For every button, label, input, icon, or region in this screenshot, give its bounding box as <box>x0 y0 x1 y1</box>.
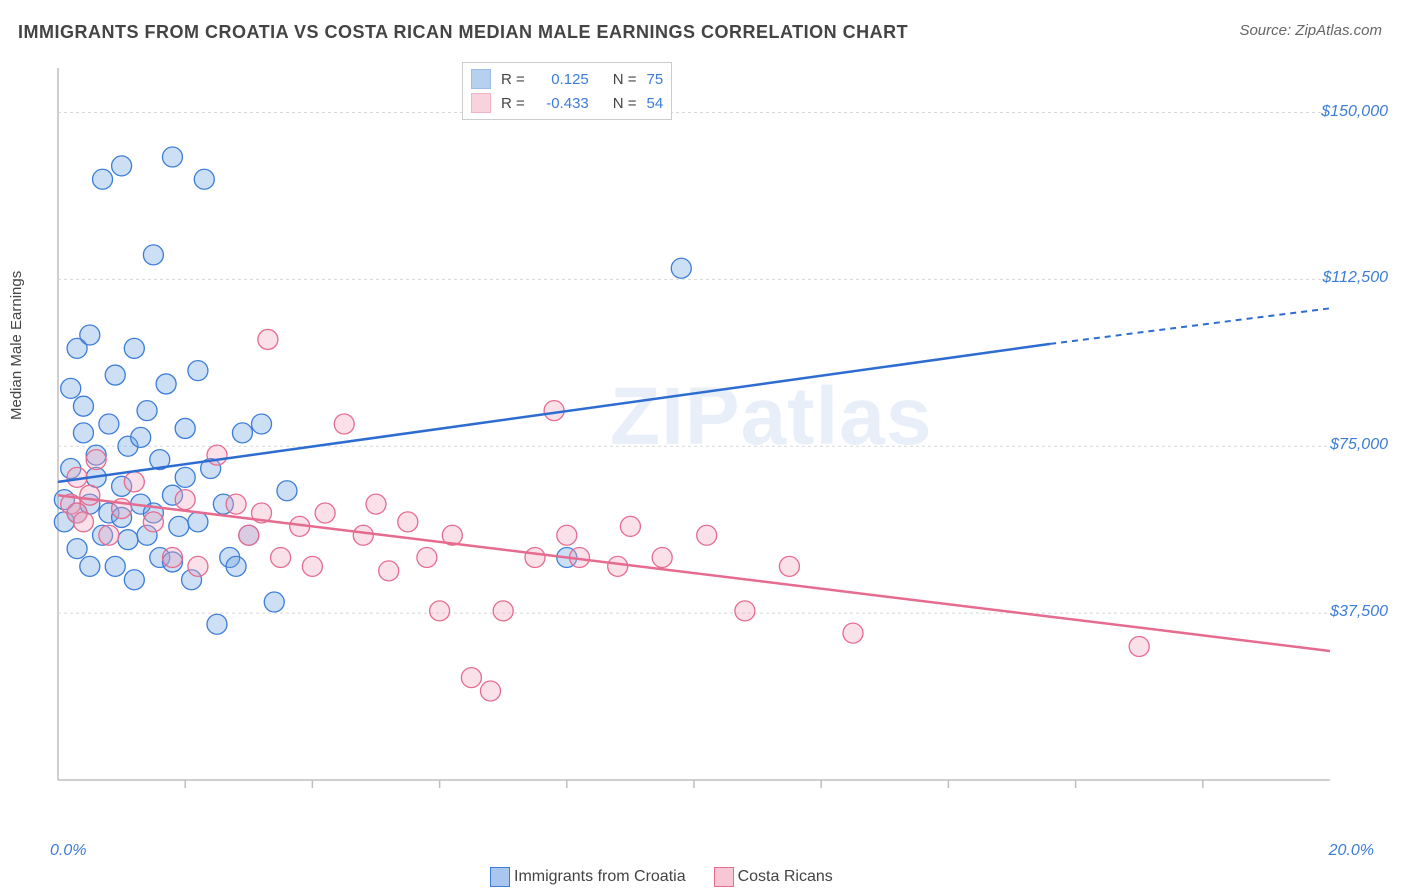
chart-title: IMMIGRANTS FROM CROATIA VS COSTA RICAN M… <box>18 22 908 43</box>
correlation-legend: R = 0.125 N = 75 R = -0.433 N = 54 <box>462 62 672 120</box>
y-tick-label: $37,500 <box>1330 603 1388 621</box>
y-axis-label: Median Male Earnings <box>8 271 25 420</box>
n-label: N = <box>613 71 637 88</box>
legend-swatch <box>471 93 491 113</box>
y-tick-label: $150,000 <box>1321 103 1388 121</box>
legend-label: Costa Ricans <box>738 868 833 886</box>
legend-swatch <box>714 867 734 887</box>
r-value: 0.125 <box>531 71 589 88</box>
r-value: -0.433 <box>531 95 589 112</box>
legend-swatch <box>490 867 510 887</box>
legend-swatch <box>471 69 491 89</box>
scatter-plot <box>50 60 1370 820</box>
n-value: 54 <box>647 95 664 112</box>
legend-item: Immigrants from Croatia <box>490 867 686 887</box>
legend-item: Costa Ricans <box>714 867 833 887</box>
n-value: 75 <box>647 71 664 88</box>
n-label: N = <box>613 95 637 112</box>
r-label: R = <box>501 95 525 112</box>
x-axis-min-label: 0.0% <box>50 842 86 860</box>
legend-label: Immigrants from Croatia <box>514 868 686 886</box>
source-attribution: Source: ZipAtlas.com <box>1239 22 1382 39</box>
x-axis-max-label: 20.0% <box>1329 842 1374 860</box>
y-tick-label: $112,500 <box>1322 269 1388 287</box>
y-tick-label: $75,000 <box>1330 436 1388 454</box>
legend-stat-row: R = 0.125 N = 75 <box>471 67 663 91</box>
r-label: R = <box>501 71 525 88</box>
series-legend: Immigrants from Croatia Costa Ricans <box>490 867 833 887</box>
legend-stat-row: R = -0.433 N = 54 <box>471 91 663 115</box>
